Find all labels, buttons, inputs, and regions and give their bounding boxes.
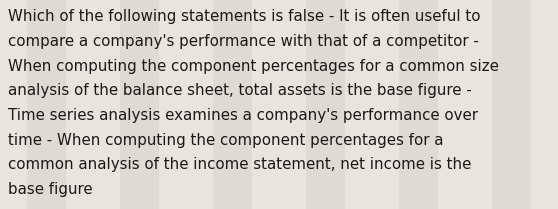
Text: time - When computing the component percentages for a: time - When computing the component perc… [8, 133, 443, 148]
FancyBboxPatch shape [399, 0, 438, 209]
Text: Which of the following statements is false - It is often useful to: Which of the following statements is fal… [8, 9, 480, 24]
FancyBboxPatch shape [213, 0, 252, 209]
Text: common analysis of the income statement, net income is the: common analysis of the income statement,… [8, 157, 471, 172]
Text: Time series analysis examines a company's performance over: Time series analysis examines a company'… [8, 108, 478, 123]
Text: base figure: base figure [8, 182, 93, 197]
FancyBboxPatch shape [27, 0, 66, 209]
FancyBboxPatch shape [120, 0, 159, 209]
FancyBboxPatch shape [492, 0, 531, 209]
FancyBboxPatch shape [306, 0, 345, 209]
Text: analysis of the balance sheet, total assets is the base figure -: analysis of the balance sheet, total ass… [8, 83, 472, 98]
Text: When computing the component percentages for a common size: When computing the component percentages… [8, 59, 499, 74]
Text: compare a company's performance with that of a competitor -: compare a company's performance with tha… [8, 34, 479, 49]
